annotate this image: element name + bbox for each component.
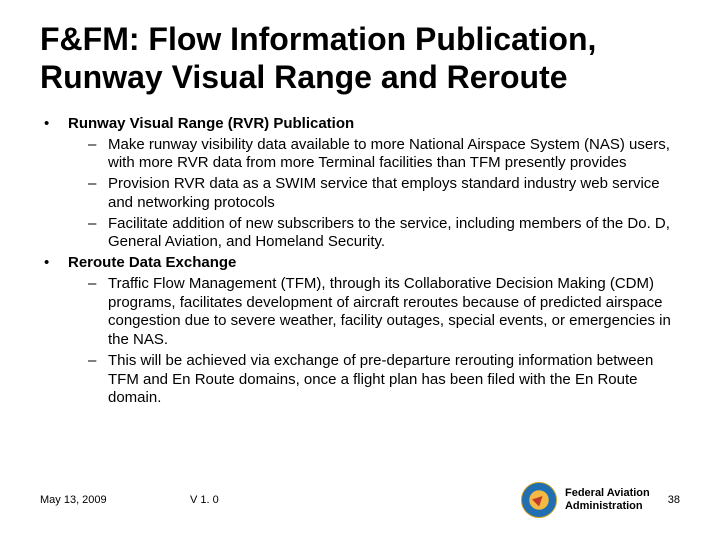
footer-version: V 1. 0 (190, 494, 390, 506)
dash-marker: – (88, 136, 108, 174)
footer-org-line1: Federal Aviation (565, 487, 650, 500)
bullet-1-sub-3-text: Facilitate addition of new subscribers t… (108, 215, 680, 253)
bullet-1-sub-2-text: Provision RVR data as a SWIM service tha… (108, 175, 680, 213)
faa-seal-icon (521, 482, 557, 518)
slide-body: • Runway Visual Range (RVR) Publication … (40, 115, 680, 408)
bullet-2: • Reroute Data Exchange (40, 254, 680, 273)
footer-page-number: 38 (668, 494, 680, 506)
footer-date: May 13, 2009 (40, 494, 190, 506)
bullet-marker: • (40, 115, 68, 134)
bullet-1-sub-2: – Provision RVR data as a SWIM service t… (88, 175, 680, 213)
dash-marker: – (88, 275, 108, 350)
slide-footer: May 13, 2009 V 1. 0 Federal Aviation Adm… (40, 482, 680, 518)
dash-marker: – (88, 175, 108, 213)
bullet-2-label: Reroute Data Exchange (68, 254, 680, 273)
bullet-2-sub-1-text: Traffic Flow Management (TFM), through i… (108, 275, 680, 350)
bullet-2-sub-1: – Traffic Flow Management (TFM), through… (88, 275, 680, 350)
dash-marker: – (88, 215, 108, 253)
bullet-1-sub-3: – Facilitate addition of new subscribers… (88, 215, 680, 253)
bullet-2-sub-2-text: This will be achieved via exchange of pr… (108, 352, 680, 408)
bullet-marker: • (40, 254, 68, 273)
slide: F&FM: Flow Information Publication, Runw… (0, 0, 720, 540)
bullet-1-sub-1: – Make runway visibility data available … (88, 136, 680, 174)
bullet-1-sub-1-text: Make runway visibility data available to… (108, 136, 680, 174)
bullet-2-sub-2: – This will be achieved via exchange of … (88, 352, 680, 408)
footer-org: Federal Aviation Administration (565, 487, 650, 512)
dash-marker: – (88, 352, 108, 408)
footer-org-line2: Administration (565, 500, 650, 513)
slide-title: F&FM: Flow Information Publication, Runw… (40, 20, 680, 97)
bullet-1-label: Runway Visual Range (RVR) Publication (68, 115, 680, 134)
bullet-1: • Runway Visual Range (RVR) Publication (40, 115, 680, 134)
